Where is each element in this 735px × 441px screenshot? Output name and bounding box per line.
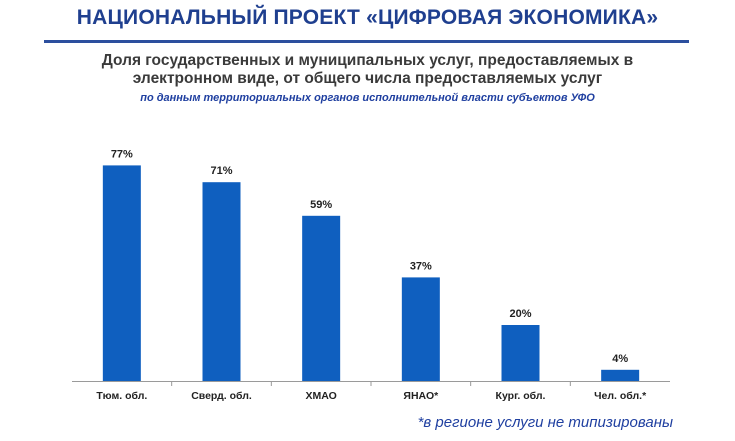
bar	[501, 325, 540, 381]
bar	[202, 182, 241, 381]
category-label: Чел. обл.*	[594, 390, 647, 402]
category-label: ХМАО	[305, 390, 336, 402]
data-label: 77%	[111, 148, 133, 160]
subtitle-line-2: электронном виде, от общего числа предос…	[132, 70, 603, 87]
bar	[102, 165, 141, 381]
subtitle-line-1: Доля государственных и муниципальных усл…	[101, 52, 634, 69]
data-label: 59%	[310, 199, 332, 211]
data-label: 71%	[210, 165, 232, 177]
category-label: ЯНАО*	[403, 390, 439, 402]
data-source-note: по данным территориальных органов исполн…	[140, 92, 595, 104]
category-label: Тюм. обл.	[96, 390, 147, 402]
title-divider	[44, 40, 689, 43]
bar	[401, 277, 440, 381]
chart-subtitle: Доля государственных и муниципальных усл…	[40, 52, 695, 88]
bar	[601, 369, 640, 381]
bar	[302, 215, 341, 381]
data-label: 37%	[410, 260, 432, 272]
footnote: *в регионе услуги не типизированы	[417, 414, 673, 431]
data-label: 4%	[612, 353, 628, 365]
category-label: Сверд. обл.	[191, 390, 252, 402]
page-title: НАЦИОНАЛЬНЫЙ ПРОЕКТ «ЦИФРОВАЯ ЭКОНОМИКА»	[76, 6, 659, 29]
data-label: 20%	[509, 308, 531, 320]
category-label: Кург. обл.	[496, 390, 546, 402]
